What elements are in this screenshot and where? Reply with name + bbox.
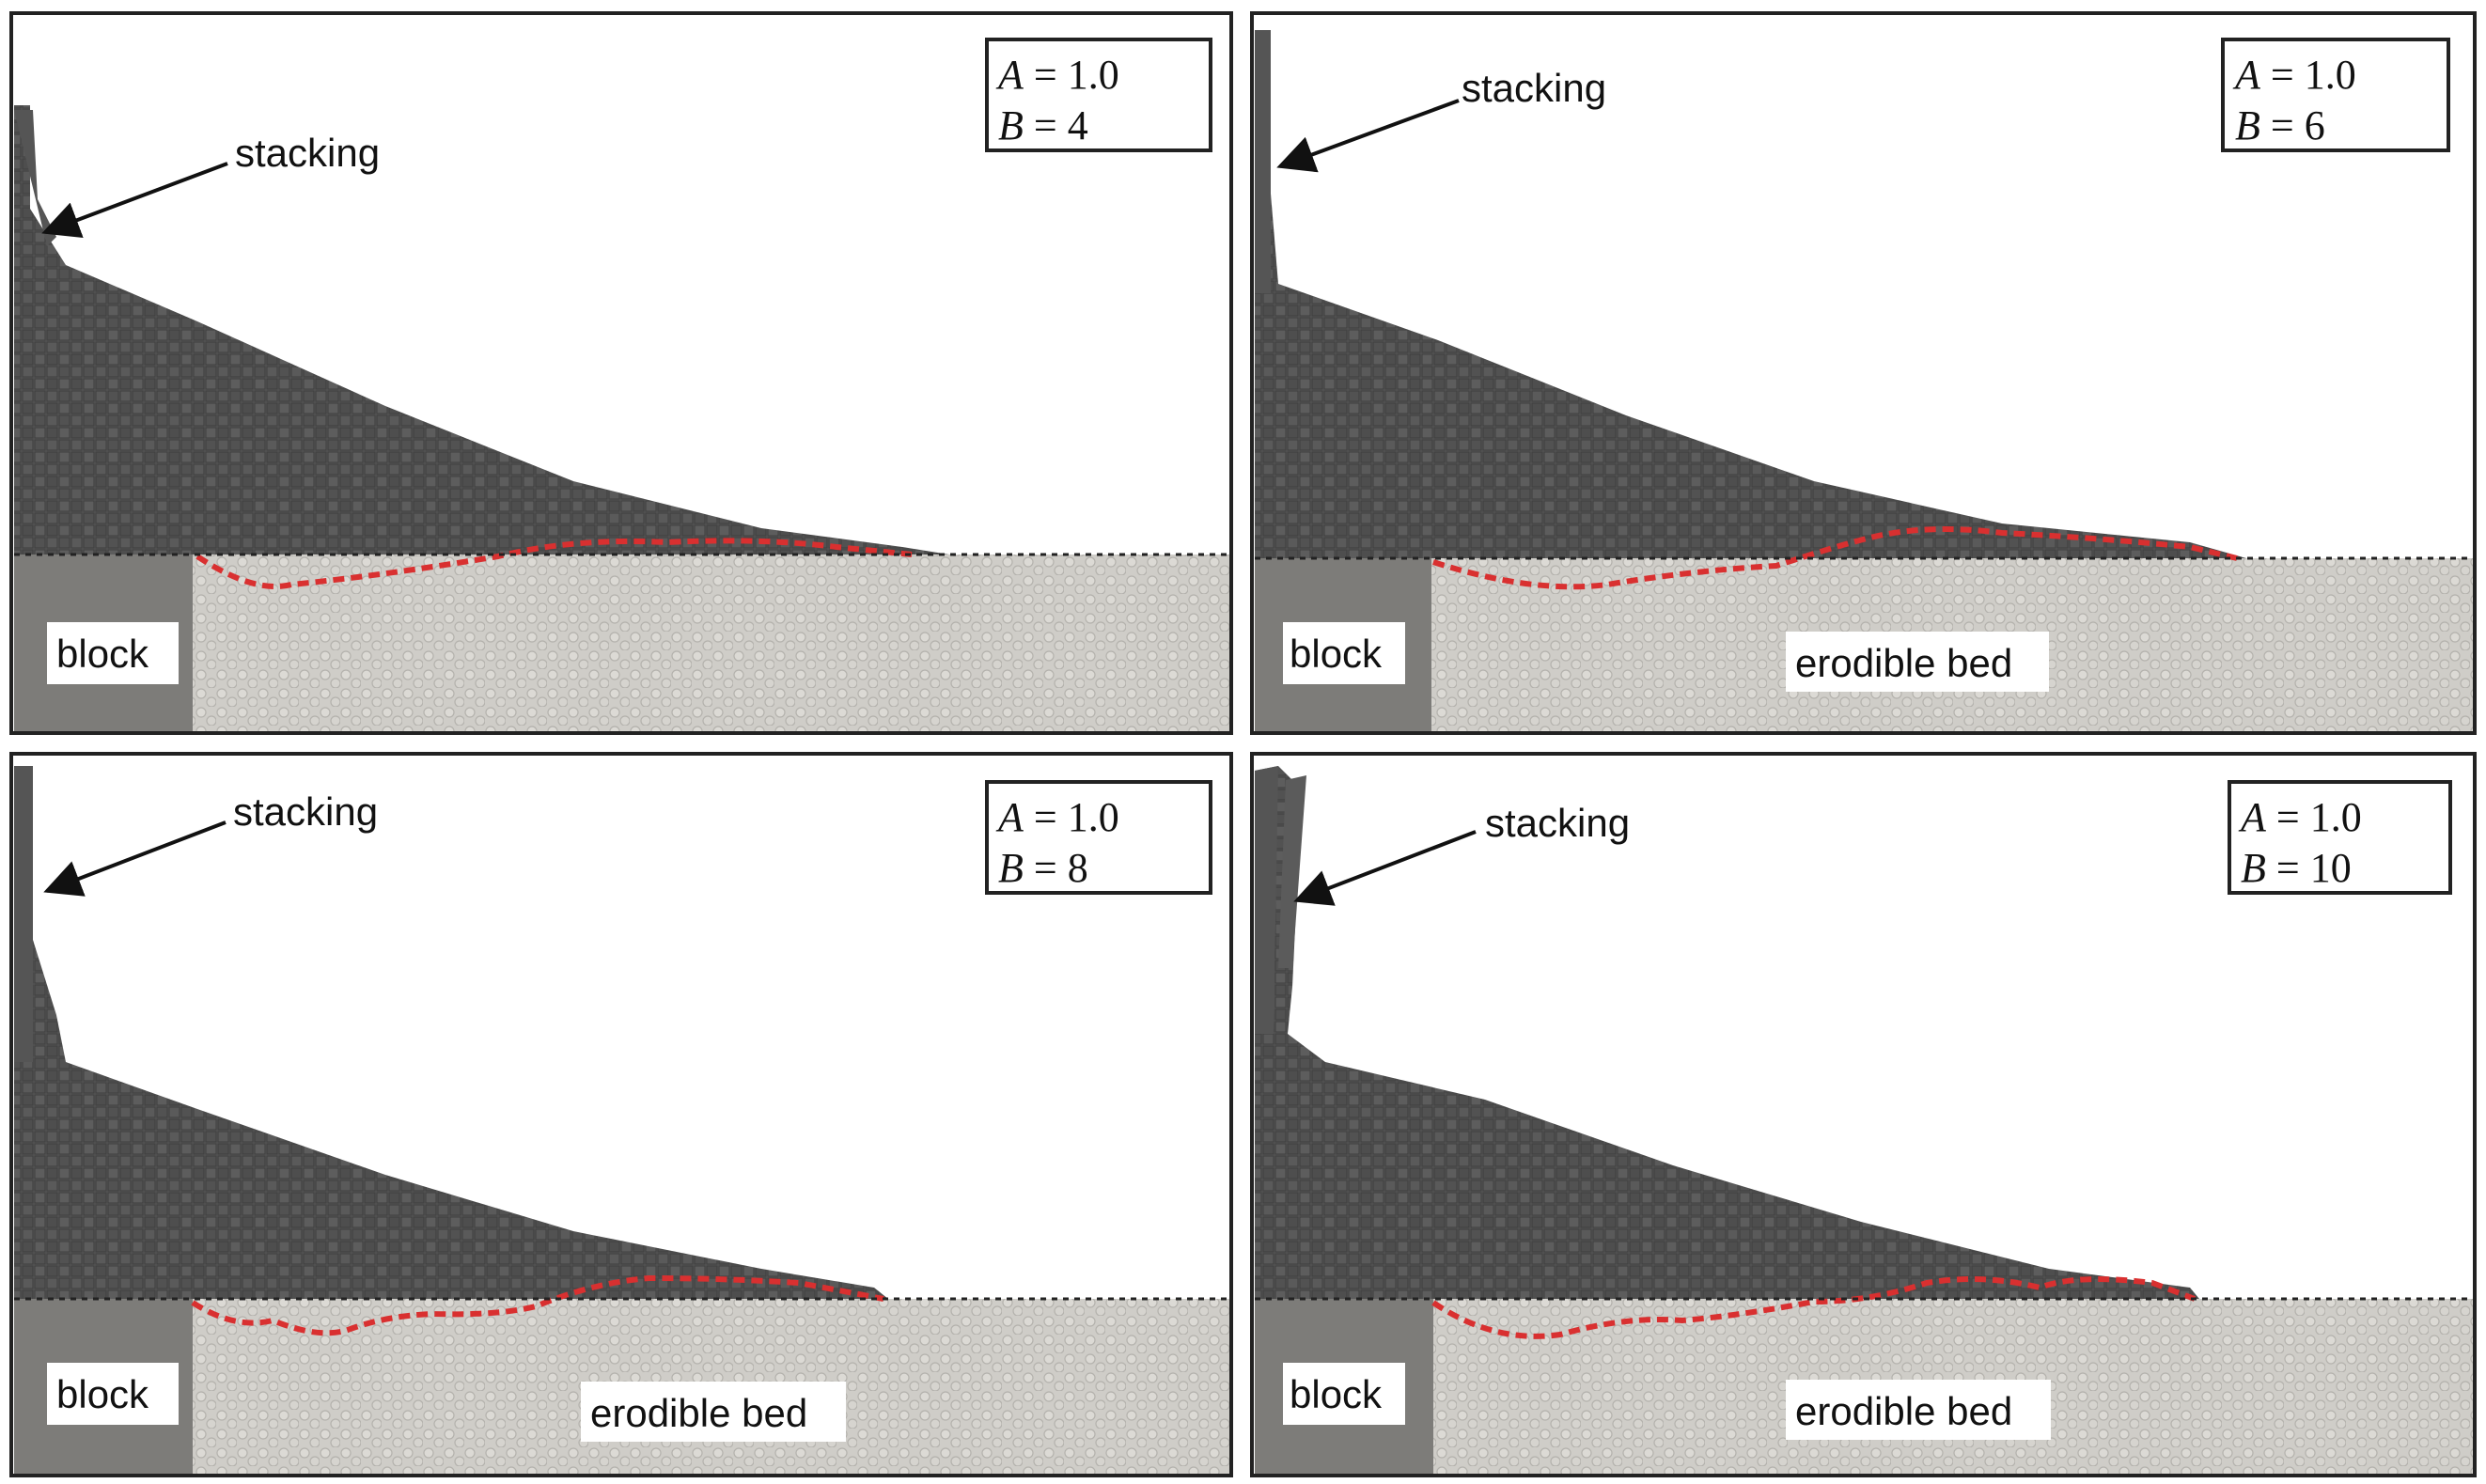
block-label: block [56, 632, 149, 676]
arrow-icon [43, 820, 227, 897]
stacking-column-tilted [1278, 775, 1306, 968]
bed-label: erodible bed [590, 1391, 807, 1435]
block-label: block [1290, 632, 1383, 676]
erosion-interface [1431, 1276, 2197, 1339]
stacking-column [14, 766, 33, 1062]
stacking-label: stacking [233, 789, 378, 834]
arrow-icon [41, 162, 228, 239]
block-label: block [1290, 1372, 1383, 1416]
block-label: block [56, 1372, 149, 1416]
block-label-bg [47, 622, 179, 684]
panel-a1-b6: block erodible bed stacking A = 1.0 B = … [1250, 11, 2477, 735]
erosion-interface [1432, 526, 2238, 590]
param-box [985, 38, 1212, 152]
block-label-bg [47, 1363, 179, 1425]
erosion-interface [195, 538, 913, 589]
param-a: A = 1.0 [995, 52, 1119, 98]
stacking-column [1255, 30, 1271, 293]
arrow-icon [1276, 99, 1460, 173]
bed-label-bg [1786, 632, 2049, 692]
erodible-bed [14, 555, 1229, 731]
param-a: A = 1.0 [2232, 52, 2356, 98]
granular-pile [14, 105, 949, 555]
param-b: B = 8 [998, 845, 1088, 891]
block-label-bg [1283, 622, 1405, 684]
bed-label-bg [1786, 1380, 2051, 1440]
panel-a1-b4: block stacking A = 1.0 B = 4 [9, 11, 1233, 735]
bed-label-bg [581, 1382, 846, 1442]
panel-a1-b8: block erodible bed stacking A = 1.0 B = … [9, 752, 1233, 1477]
param-a: A = 1.0 [2238, 794, 2362, 840]
bed-label: erodible bed [1795, 1389, 2012, 1433]
panel-a1-b10: block erodible bed stacking A = 1.0 B = … [1250, 752, 2477, 1477]
param-b: B = 4 [998, 102, 1088, 148]
param-box [2221, 38, 2450, 152]
param-b: B = 6 [2235, 102, 2325, 148]
granular-pile [1255, 766, 2199, 1299]
arrow-icon [1293, 830, 1477, 906]
block-label-bg [1283, 1363, 1405, 1425]
param-a: A = 1.0 [995, 794, 1119, 840]
stacking-label: stacking [1462, 66, 1606, 110]
bed-label: erodible bed [1795, 641, 2012, 685]
erosion-interface [191, 1274, 884, 1336]
stacking-column [1255, 766, 1278, 1034]
granular-pile [1255, 30, 2246, 558]
param-box [985, 780, 1212, 895]
granular-pile [14, 766, 888, 1299]
stacking-label: stacking [1485, 801, 1630, 845]
param-b: B = 10 [2241, 845, 2352, 891]
param-box [2228, 780, 2452, 895]
stacking-label: stacking [235, 131, 380, 175]
stacking-column [14, 110, 56, 246]
